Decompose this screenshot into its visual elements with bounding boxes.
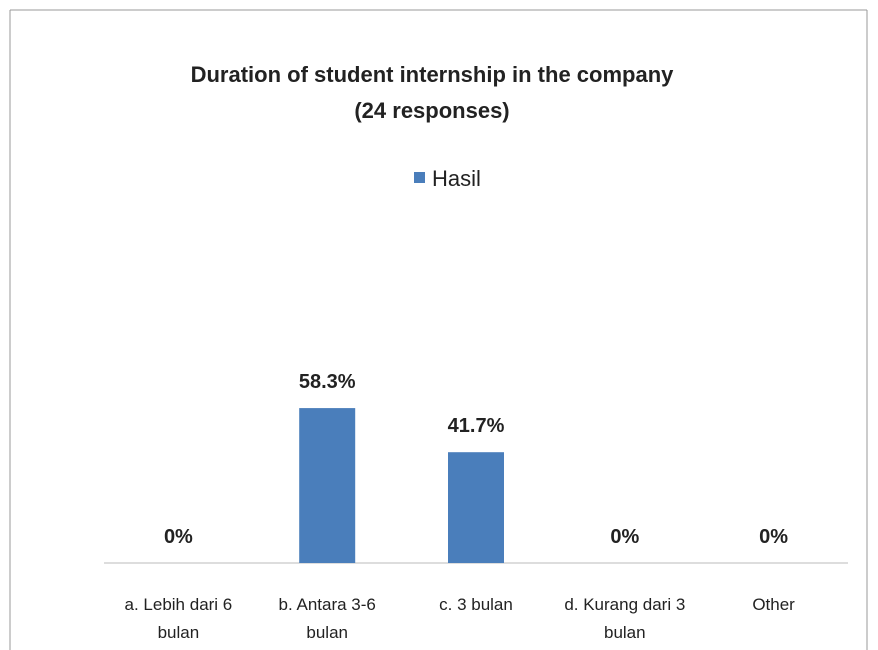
- x-tick-label: Other: [752, 595, 795, 614]
- x-tick-label: d. Kurang dari 3 bulan: [564, 595, 685, 642]
- chart-subtitle: (24 responses): [354, 98, 509, 123]
- x-tick-label: b. Antara 3-6 bulan: [279, 595, 376, 642]
- legend-label: Hasil: [432, 166, 481, 191]
- data-label: 0%: [759, 526, 788, 548]
- legend-swatch: [414, 172, 425, 183]
- bar: [299, 408, 356, 563]
- chart-title: Duration of student internship in the co…: [191, 62, 675, 87]
- data-label: 41.7%: [448, 415, 505, 437]
- data-label: 0%: [610, 526, 639, 548]
- data-label: 58.3%: [299, 371, 356, 393]
- bar: [448, 452, 504, 563]
- x-tick-label: a. Lebih dari 6 bulan: [125, 595, 233, 642]
- data-label: 0%: [164, 526, 193, 548]
- x-tick-label: c. 3 bulan: [439, 595, 513, 614]
